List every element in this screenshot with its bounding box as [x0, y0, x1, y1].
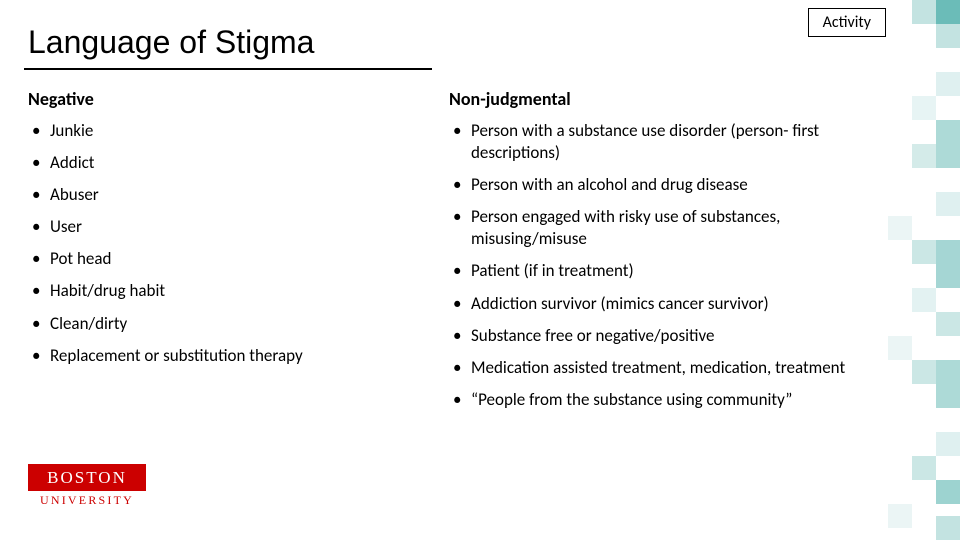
list-item: “People from the substance using communi… — [449, 389, 850, 411]
column-heading-negative: Negative — [28, 88, 429, 110]
list-item: Patient (if in treatment) — [449, 260, 850, 282]
list-item: Replacement or substitution therapy — [28, 345, 429, 367]
list-item: Addict — [28, 152, 429, 174]
list-item: Abuser — [28, 184, 429, 206]
list-item: Clean/dirty — [28, 313, 429, 335]
list-item: Person with an alcohol and drug disease — [449, 174, 850, 196]
list-item: Substance free or negative/positive — [449, 325, 850, 347]
column-heading-nonjudgmental: Non-judgmental — [449, 88, 850, 110]
column-negative: Negative Junkie Addict Abuser User Pot h… — [28, 88, 429, 520]
logo-bottom-text: UNIVERSITY — [28, 491, 146, 508]
list-item: User — [28, 216, 429, 238]
title-underline — [24, 68, 432, 70]
list-item: Addiction survivor (mimics cancer surviv… — [449, 293, 850, 315]
list-item: Junkie — [28, 120, 429, 142]
logo-top-text: BOSTON — [28, 464, 146, 491]
page-title: Language of Stigma — [28, 24, 428, 67]
list-item: Habit/drug habit — [28, 280, 429, 302]
boston-university-logo: BOSTON UNIVERSITY — [28, 464, 146, 516]
list-item: Person with a substance use disorder (pe… — [449, 120, 850, 164]
column-nonjudgmental: Non-judgmental Person with a substance u… — [449, 88, 850, 520]
list-item: Medication assisted treatment, medicatio… — [449, 357, 850, 379]
negative-list: Junkie Addict Abuser User Pot head Habit… — [28, 120, 429, 367]
content-columns: Negative Junkie Addict Abuser User Pot h… — [28, 88, 850, 520]
background-decoration — [850, 0, 960, 540]
list-item: Pot head — [28, 248, 429, 270]
activity-label: Activity — [808, 8, 886, 37]
slide: Activity Language of Stigma Negative Jun… — [0, 0, 960, 540]
nonjudgmental-list: Person with a substance use disorder (pe… — [449, 120, 850, 411]
list-item: Person engaged with risky use of substan… — [449, 206, 850, 250]
